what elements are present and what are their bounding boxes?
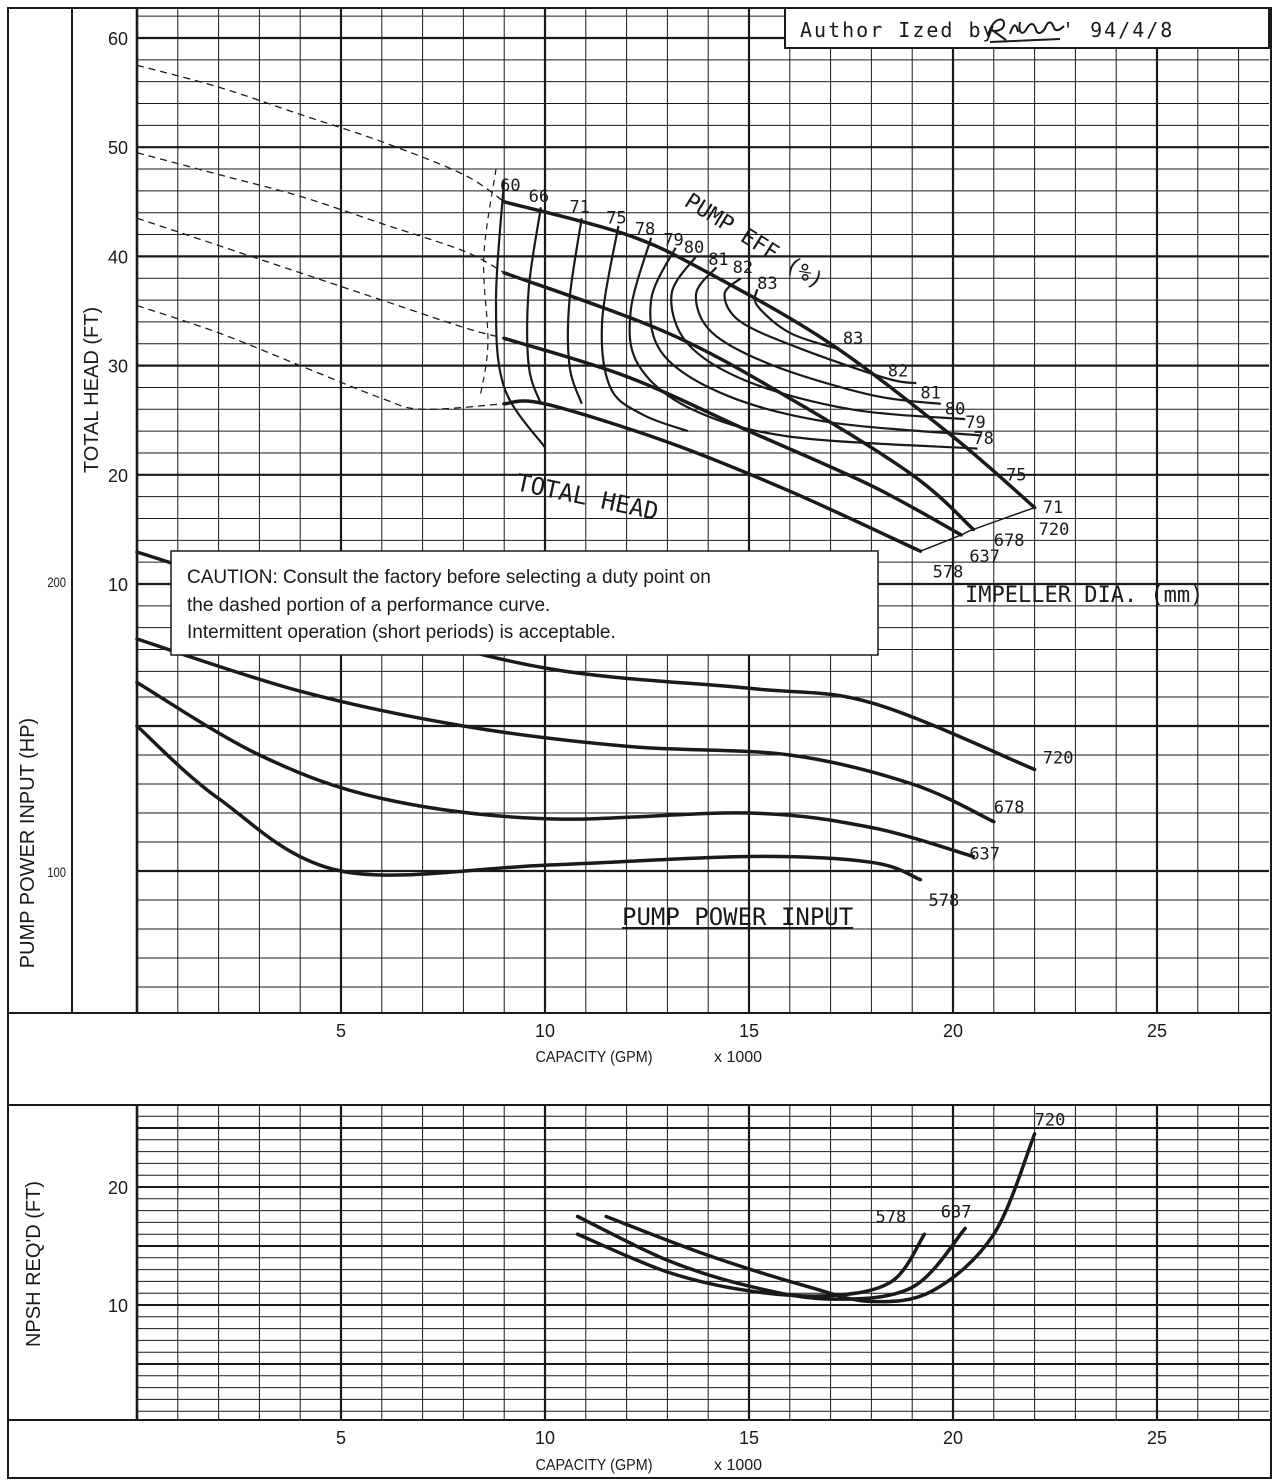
x-axis-title: CAPACITY (GPM) [535, 1048, 652, 1066]
efficiency-label: 80 [945, 400, 965, 420]
efficiency-iso-curve [628, 237, 978, 450]
power-curve-637 [135, 680, 976, 859]
efficiency-iso-curve [694, 266, 941, 405]
efficiency-iso-curve [723, 277, 917, 385]
power-curve-578 [135, 724, 923, 882]
head-curve-dashed-678 [136, 152, 505, 274]
caution-box: CAUTION: Consult the factory before sele… [170, 550, 879, 656]
impeller-dia-label: IMPELLER DIA. (mm) [965, 583, 1203, 608]
efficiency-label: 78 [635, 220, 655, 240]
caution-line-3: Intermittent operation (short periods) i… [187, 622, 616, 643]
chart-frame [7, 7, 1272, 1479]
power-curve-678 [135, 637, 996, 824]
head-curve-dashed-637 [136, 217, 505, 339]
efficiency-iso-curve [566, 218, 583, 405]
x-axis-title: CAPACITY (GPM) [535, 1456, 652, 1474]
authorization-box: Author Ized by ' 94/4/8 [784, 7, 1270, 49]
caution-line-1: CAUTION: Consult the factory before sele… [187, 567, 711, 588]
total-head-label: TOTAL HEAD [514, 468, 661, 525]
efficiency-iso-curve [600, 225, 689, 433]
efficiency-label: 82 [733, 258, 753, 278]
head-curve-dashed-720 [136, 64, 505, 203]
y-tick-label: 10 [108, 575, 128, 595]
efficiency-label: 71 [569, 198, 589, 218]
signature-image [987, 18, 1065, 43]
npsh-curve-578 [575, 1232, 927, 1298]
x-tick-label: 10 [535, 1021, 555, 1041]
efficiency-label: 79 [965, 413, 985, 433]
curves [135, 64, 1037, 1304]
x-axis-unit: x 1000 [714, 1049, 762, 1066]
x-tick-label: 15 [739, 1021, 759, 1041]
npsh-x-axis-band [7, 1419, 1272, 1479]
y-tick-label: 40 [108, 247, 128, 267]
head-curve-dashed-578 [136, 304, 505, 411]
efficiency-iso-curve [753, 289, 840, 351]
x-tick-label: 25 [1147, 1021, 1167, 1041]
impeller-diameter-label: 578 [929, 891, 960, 911]
authorized-by-text: Author Ized by [800, 18, 997, 42]
y-axis-title-power: PUMP POWER INPUT (HP) [17, 718, 39, 968]
efficiency-label: 78 [973, 429, 993, 449]
y-tick-label: 10 [108, 1296, 128, 1316]
efficiency-label: 75 [606, 209, 626, 229]
efficiency-label: 80 [684, 238, 704, 258]
impeller-diameter-label: 637 [969, 844, 1000, 864]
x-axis-unit: x 1000 [714, 1457, 762, 1474]
impeller-diameter-label: 678 [994, 798, 1025, 818]
efficiency-label: 81 [708, 250, 728, 270]
efficiency-iso-curve [526, 207, 542, 405]
y-axis-title-head: TOTAL HEAD (FT) [81, 307, 103, 473]
efficiency-label: 75 [1006, 465, 1026, 485]
y-tick-label: 60 [108, 29, 128, 49]
efficiency-label: 60 [500, 176, 520, 196]
head-curve-637 [502, 336, 963, 537]
caution-line-2: the dashed portion of a performance curv… [187, 595, 550, 616]
efficiency-label: 66 [529, 187, 549, 207]
head-curve-678 [502, 271, 976, 532]
x-tick-label: 25 [1147, 1428, 1167, 1448]
y-tick-label: 100 [47, 865, 66, 880]
y-tick-label: 20 [108, 1178, 128, 1198]
efficiency-iso-curve [494, 179, 546, 449]
efficiency-iso-curve [649, 247, 982, 437]
y-tick-label: 30 [108, 357, 128, 377]
impeller-diameter-label: 578 [875, 1207, 906, 1227]
impeller-diameter-label: 637 [941, 1203, 972, 1223]
impeller-end-line [920, 506, 1035, 552]
efficiency-label: 79 [663, 230, 683, 250]
impeller-diameter-label: 678 [994, 531, 1025, 551]
x-tick-label: 20 [943, 1021, 963, 1041]
efficiency-label: 82 [888, 362, 908, 382]
x-tick-label: 5 [336, 1021, 346, 1041]
x-tick-label: 20 [943, 1428, 963, 1448]
y-tick-label: 50 [108, 138, 128, 158]
efficiency-label: 83 [757, 274, 777, 294]
y-tick-label: 20 [108, 466, 128, 486]
x-tick-label: 15 [739, 1428, 759, 1448]
x-tick-label: 10 [535, 1428, 555, 1448]
impeller-diameter-label: 720 [1035, 1111, 1066, 1131]
efficiency-iso-curve [670, 255, 966, 421]
efficiency-label: 81 [920, 383, 940, 403]
impeller-diameter-label: 720 [1039, 520, 1070, 540]
efficiency-iso-curve-dashed [479, 168, 497, 399]
efficiency-label: 71 [1043, 498, 1063, 518]
head-curve-578 [502, 399, 923, 553]
npsh-curve-720 [604, 1132, 1037, 1304]
head-curve-720 [502, 200, 1037, 510]
y-tick-label: 200 [47, 575, 66, 590]
impeller-diameter-label: 637 [969, 547, 1000, 567]
impeller-diameter-label: 720 [1043, 749, 1074, 769]
efficiency-label: 83 [843, 329, 863, 349]
impeller-diameter-label: 578 [933, 562, 964, 582]
y-axis-title-npsh: NPSH REQ'D (FT) [23, 1181, 45, 1347]
pump-power-input-label: PUMP POWER INPUT [622, 903, 853, 931]
x-tick-label: 5 [336, 1428, 346, 1448]
authorized-date: ' 94/4/8 [1062, 18, 1174, 42]
